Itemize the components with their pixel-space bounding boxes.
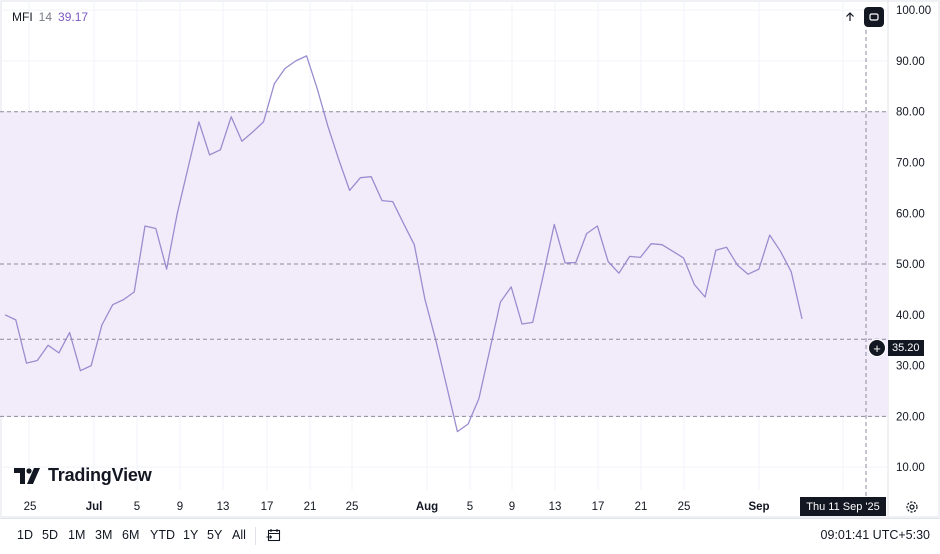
mfi-chart[interactable]: 100.00 90.00 80.00 70.00 60.00 50.00 40.00 30.0… xyxy=(0,0,940,518)
legend-name: MFI xyxy=(12,10,33,24)
tradingview-logo-icon xyxy=(14,467,40,484)
y-tick-label: 80.00 xyxy=(896,107,925,119)
y-tick-label: 10.00 xyxy=(896,462,925,474)
legend-value: 39.17 xyxy=(58,10,89,24)
fullscreen-button[interactable] xyxy=(864,7,884,27)
tradingview-logo[interactable]: TradingView xyxy=(14,465,152,486)
y-tick-label: 20.00 xyxy=(896,411,925,423)
x-tick-label: 17 xyxy=(592,501,605,513)
y-tick-label: 90.00 xyxy=(896,56,925,68)
tradingview-logo-text: TradingView xyxy=(48,465,152,485)
y-tick-label: 70.00 xyxy=(896,157,925,169)
range-1d-button[interactable]: 1D xyxy=(17,528,33,542)
x-tick-label: 17 xyxy=(261,501,274,513)
range-all-button[interactable]: All xyxy=(232,528,246,542)
x-tick-label: 25 xyxy=(678,501,691,513)
x-tick-label: Aug xyxy=(416,501,438,513)
x-tick-label: 21 xyxy=(635,501,648,513)
mfi-series-line xyxy=(4,55,803,433)
clock-timezone[interactable]: 09:01:41 UTC+5:30 xyxy=(820,528,930,542)
calendar-range-icon xyxy=(266,529,281,542)
y-tick-label: 100.00 xyxy=(896,5,931,17)
range-1m-button[interactable]: 1M xyxy=(68,528,86,542)
y-tick-label: 30.00 xyxy=(896,361,925,373)
y-tick-label: 50.00 xyxy=(896,259,925,271)
range-1y-button[interactable]: 1Y xyxy=(183,528,199,542)
x-tick-label: 13 xyxy=(549,501,562,513)
range-5y-button[interactable]: 5Y xyxy=(207,528,223,542)
range-3m-button[interactable]: 3M xyxy=(95,528,113,542)
x-tick-label: 25 xyxy=(24,501,37,513)
go-to-date-button[interactable] xyxy=(264,525,284,545)
x-tick-label: Jul xyxy=(86,501,103,513)
x-tick-label: 25 xyxy=(346,501,359,513)
x-tick-label: 13 xyxy=(217,501,230,513)
x-tick-label: 21 xyxy=(304,501,317,513)
scroll-up-button[interactable] xyxy=(840,7,860,27)
crosshair-date-badge: Thu 11 Sep '25 xyxy=(800,497,886,516)
x-tick-label: 9 xyxy=(509,501,515,513)
y-tick-label: 60.00 xyxy=(896,208,925,220)
settings-button[interactable] xyxy=(902,497,922,517)
x-tick-label: 9 xyxy=(177,501,183,513)
x-tick-label: 5 xyxy=(467,501,473,513)
fullscreen-icon xyxy=(869,13,879,21)
y-tick-label: 40.00 xyxy=(896,310,925,322)
range-5d-button[interactable]: 5D xyxy=(42,528,58,542)
arrow-up-icon xyxy=(846,12,854,21)
range-6m-button[interactable]: 6M xyxy=(122,528,140,542)
x-tick-label: Sep xyxy=(748,501,769,513)
legend-period: 14 xyxy=(38,10,53,24)
gear-icon xyxy=(906,501,918,513)
bottom-toolbar: 1D 5D 1M 3M 6M YTD 1Y 5Y All 09:01:41 UT… xyxy=(0,518,940,554)
crosshair-price-value: 35.20 xyxy=(888,340,924,356)
toolbar-divider xyxy=(255,527,256,545)
crosshair-price-badge[interactable]: + 35.20 xyxy=(868,339,924,357)
indicator-legend[interactable]: MFI 14 39.17 xyxy=(12,10,88,24)
plus-icon[interactable]: + xyxy=(868,339,886,357)
x-tick-label: 5 xyxy=(134,501,140,513)
range-ytd-button[interactable]: YTD xyxy=(150,528,175,542)
